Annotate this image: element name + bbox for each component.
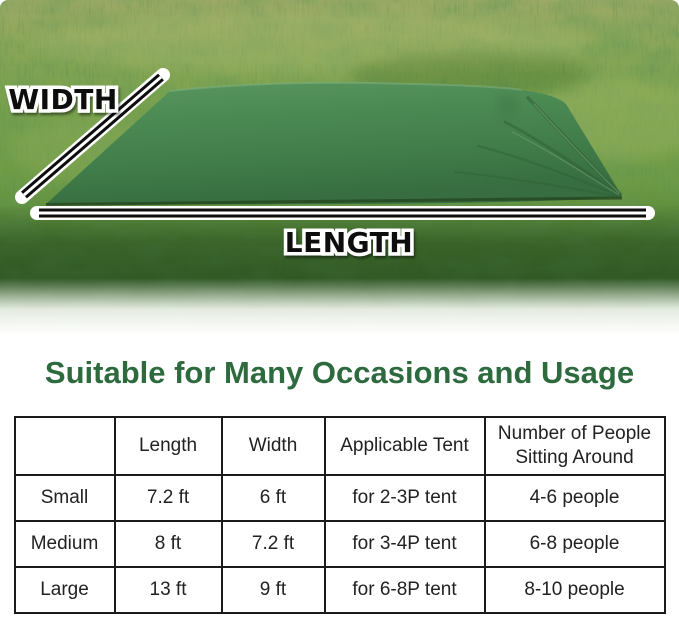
header-cell-size <box>13 416 116 476</box>
header-cell-tent: Applicable Tent <box>323 416 486 476</box>
table-cell: for 6-8P tent <box>323 566 486 614</box>
tarp-photo-illustration: WIDTH LENGTH <box>0 0 679 335</box>
table-cell: for 2-3P tent <box>323 474 486 522</box>
header-cell-people: Number of People Sitting Around <box>483 416 666 476</box>
table-cell: 6-8 people <box>483 520 666 568</box>
table-cell: 4-6 people <box>483 474 666 522</box>
product-photo: WIDTH LENGTH <box>0 0 679 335</box>
dimension-lines <box>15 68 655 220</box>
width-label: WIDTH <box>8 83 118 116</box>
row-label: Medium <box>13 520 116 568</box>
tarp <box>45 81 623 206</box>
width-line <box>15 68 170 204</box>
row-label: Large <box>13 566 116 614</box>
size-table: Length Width Applicable Tent Number of P… <box>13 416 666 614</box>
table-cell: 13 ft <box>113 566 223 614</box>
row-label: Small <box>13 474 116 522</box>
table-row-large: Large 13 ft 9 ft for 6-8P tent 8-10 peop… <box>13 566 666 614</box>
table-cell: 7.2 ft <box>113 474 223 522</box>
page-title: Suitable for Many Occasions and Usage <box>44 355 635 390</box>
header-cell-length: Length <box>113 416 223 476</box>
table-cell: 9 ft <box>220 566 326 614</box>
table-row-small: Small 7.2 ft 6 ft for 2-3P tent 4-6 peop… <box>13 474 666 522</box>
table-header-row: Length Width Applicable Tent Number of P… <box>13 416 666 476</box>
length-label: LENGTH <box>285 226 413 259</box>
table-cell: 6 ft <box>220 474 326 522</box>
table-cell: 8 ft <box>113 520 223 568</box>
table-cell: 8-10 people <box>483 566 666 614</box>
header-cell-width: Width <box>220 416 326 476</box>
table-cell: for 3-4P tent <box>323 520 486 568</box>
table-row-medium: Medium 8 ft 7.2 ft for 3-4P tent 6-8 peo… <box>13 520 666 568</box>
table-cell: 7.2 ft <box>220 520 326 568</box>
photo-fade <box>0 278 679 335</box>
